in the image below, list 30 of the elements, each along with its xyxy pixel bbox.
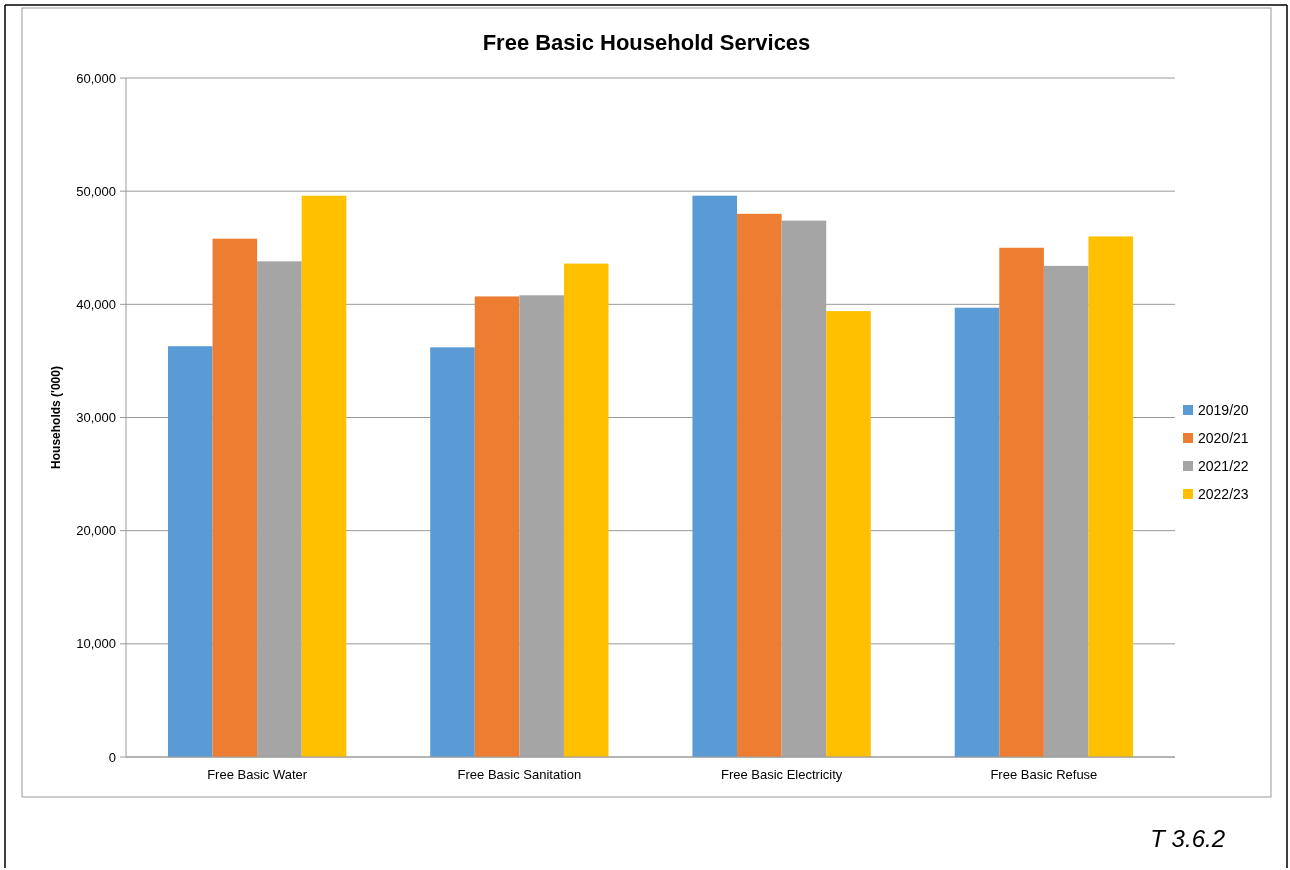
text: T 3.6.2 <box>1150 825 1225 852</box>
y-tick-label: 60,000 <box>76 70 116 86</box>
bar <box>474 296 520 757</box>
x-tick-label: Free Basic Sanitation <box>457 767 582 782</box>
y-tick-label: 30,000 <box>76 410 116 426</box>
chart-title: Free Basic Household Services <box>482 30 811 55</box>
bar <box>301 195 347 757</box>
y-tick-label: 40,000 <box>76 296 116 312</box>
x-tick-label: Free Basic Water <box>207 767 308 782</box>
legend-label: 2019/20 <box>1198 401 1249 418</box>
bar <box>212 238 258 757</box>
bar <box>430 347 475 757</box>
x-tick-label: Free Basic Electricity <box>720 767 843 782</box>
legend-label: 2022/23 <box>1198 485 1249 502</box>
bar <box>692 195 738 757</box>
legend-label: 2020/21 <box>1198 429 1249 446</box>
y-axis-title: Households ('000) <box>49 366 63 469</box>
x-tick-label: Free Basic Refuse <box>990 767 1098 782</box>
bar <box>999 247 1044 757</box>
y-tick-label: 10,000 <box>76 636 116 652</box>
bar <box>563 263 609 757</box>
y-tick-label: 50,000 <box>76 183 116 199</box>
bar <box>954 307 1000 757</box>
y-tick-label: 0 <box>108 749 116 765</box>
bar <box>1088 236 1134 757</box>
bar <box>167 346 213 757</box>
legend-label: 2021/22 <box>1198 457 1249 474</box>
bar <box>737 213 782 757</box>
bar <box>826 311 871 757</box>
y-tick-label: 20,000 <box>76 523 116 539</box>
